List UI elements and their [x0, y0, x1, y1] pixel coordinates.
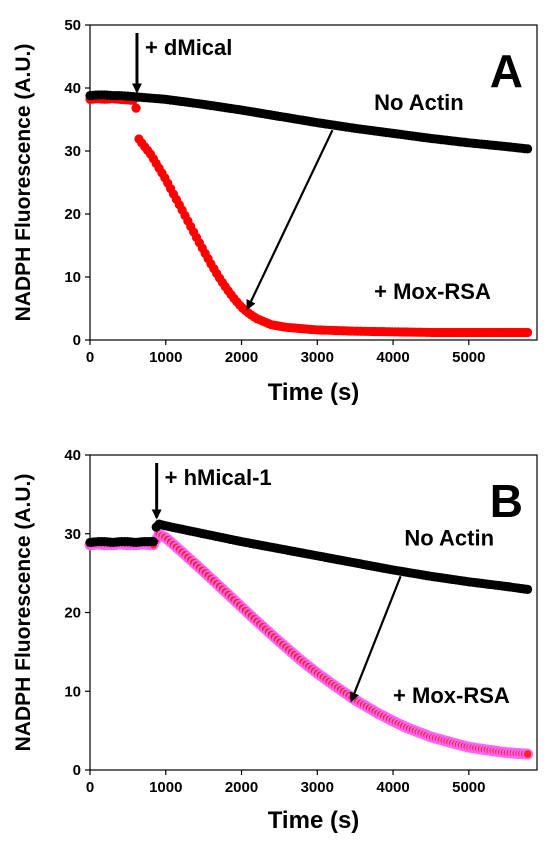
addition-label: + hMical-1 [165, 465, 272, 490]
series-label: + Mox-RSA [393, 683, 510, 708]
y-axis-title: NADPH Fluorescence (A.U.) [12, 474, 35, 752]
effect-arrow [349, 575, 402, 703]
series-mox-rsa [85, 94, 533, 338]
data-point [523, 584, 533, 595]
y-tick-label: 30 [64, 143, 81, 160]
data-point [523, 327, 533, 338]
x-tick-label: 1000 [149, 779, 182, 796]
y-tick-label: 20 [64, 206, 81, 223]
y-tick-label: 30 [64, 526, 81, 543]
panel-label: B [490, 475, 523, 527]
x-tick-label: 0 [86, 349, 94, 366]
x-tick-label: 5000 [452, 779, 485, 796]
data-point [148, 537, 158, 547]
x-tick-label: 3000 [301, 779, 334, 796]
y-tick-label: 40 [64, 447, 81, 464]
y-tick-label: 10 [64, 269, 81, 286]
x-tick-label: 4000 [376, 779, 409, 796]
x-tick-label: 4000 [376, 349, 409, 366]
y-tick-label: 40 [64, 80, 81, 97]
x-tick-label: 1000 [149, 349, 182, 366]
series-mox-rsa [84, 528, 534, 760]
series-no-actin [85, 519, 533, 595]
y-tick-label: 0 [73, 332, 81, 349]
y-tick-label: 10 [64, 683, 81, 700]
chart-panel-a: 0 1000 2000 3000 4000 5000 0 10 20 30 40 50 Time (s)… [12, 17, 538, 406]
series-label: + Mox-RSA [374, 279, 491, 304]
addition-label: + dMical [145, 35, 232, 60]
data-point [522, 748, 534, 760]
y-tick-label: 20 [64, 605, 81, 622]
data-point [523, 144, 533, 154]
effect-arrow [246, 129, 334, 311]
series-label: No Actin [374, 90, 464, 115]
x-tick-label: 3000 [301, 349, 334, 366]
panel-label: A [490, 45, 523, 97]
chart-panel-b: 0 1000 2000 3000 4000 5000 0 10 20 30 40 Time (s) NA… [12, 447, 538, 834]
plot-frame [89, 24, 538, 341]
x-tick-label: 2000 [225, 779, 258, 796]
x-axis-title: Time (s) [268, 379, 360, 406]
series-label: No Actin [404, 526, 494, 551]
x-tick-label: 2000 [225, 349, 258, 366]
y-tick-label: 50 [64, 17, 81, 34]
x-tick-label: 0 [86, 779, 94, 796]
data-point [131, 103, 141, 113]
y-axis-title: NADPH Fluorescence (A.U.) [12, 44, 35, 322]
x-axis-title: Time (s) [268, 807, 360, 834]
y-tick-label: 0 [73, 762, 81, 779]
x-tick-label: 5000 [452, 349, 485, 366]
series-no-actin [85, 90, 533, 154]
